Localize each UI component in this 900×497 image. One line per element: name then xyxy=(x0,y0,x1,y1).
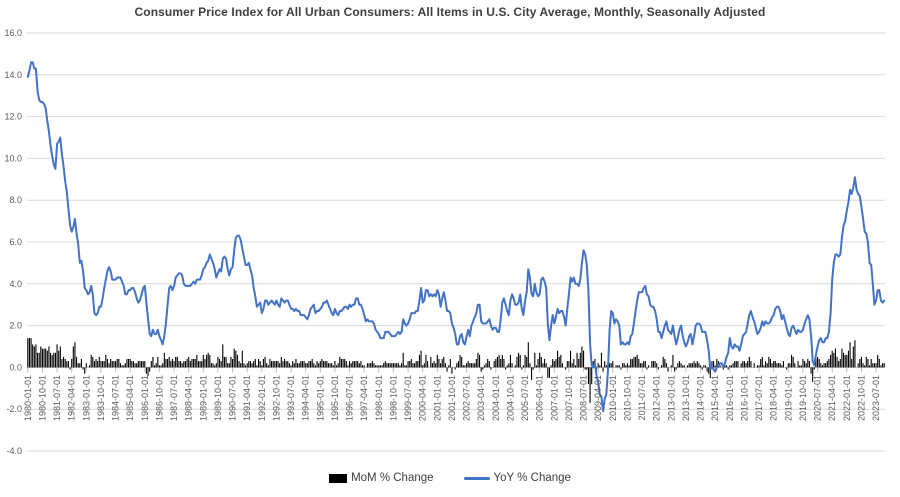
svg-text:2004-10-01: 2004-10-01 xyxy=(505,375,515,421)
svg-text:1995-01-01: 1995-01-01 xyxy=(315,375,325,421)
svg-text:6.0: 6.0 xyxy=(9,237,22,247)
svg-text:2019-10-01: 2019-10-01 xyxy=(798,375,808,421)
svg-text:14.0: 14.0 xyxy=(4,70,22,80)
svg-text:2022-01-01: 2022-01-01 xyxy=(842,375,852,421)
svg-text:1985-04-01: 1985-04-01 xyxy=(125,375,135,421)
svg-text:1995-10-01: 1995-10-01 xyxy=(330,375,340,421)
svg-text:2006-04-01: 2006-04-01 xyxy=(535,375,545,421)
svg-text:2021-04-01: 2021-04-01 xyxy=(827,375,837,421)
svg-text:1999-07-01: 1999-07-01 xyxy=(403,375,413,421)
svg-text:2023-07-01: 2023-07-01 xyxy=(871,375,881,421)
mom-bar-swatch-icon xyxy=(329,473,348,483)
svg-text:16.0: 16.0 xyxy=(4,28,22,38)
svg-text:1996-07-01: 1996-07-01 xyxy=(345,375,355,421)
svg-text:1986-01-01: 1986-01-01 xyxy=(140,375,150,421)
svg-text:2018-04-01: 2018-04-01 xyxy=(769,375,779,421)
legend-item-mom: MoM % Change xyxy=(329,472,434,484)
svg-text:2016-10-01: 2016-10-01 xyxy=(739,375,749,421)
svg-text:2001-10-01: 2001-10-01 xyxy=(447,375,457,421)
legend: MoM % Change YoY % Change xyxy=(0,472,900,484)
svg-text:2020-07-01: 2020-07-01 xyxy=(813,375,823,421)
svg-text:2003-04-01: 2003-04-01 xyxy=(476,375,486,421)
svg-text:2.0: 2.0 xyxy=(9,321,22,331)
svg-text:2000-04-01: 2000-04-01 xyxy=(418,375,428,421)
svg-text:2017-07-01: 2017-07-01 xyxy=(754,375,764,421)
svg-text:2010-01-01: 2010-01-01 xyxy=(608,375,618,421)
gridlines xyxy=(27,32,885,452)
svg-text:-2.0: -2.0 xyxy=(6,404,22,414)
plot-area: 16.014.012.010.08.06.04.02.00.0-2.0-4.01… xyxy=(4,28,886,456)
svg-text:2007-01-01: 2007-01-01 xyxy=(549,375,559,421)
mom-bars xyxy=(27,338,885,403)
svg-text:8.0: 8.0 xyxy=(9,195,22,205)
legend-item-yoy: YoY % Change xyxy=(463,472,571,484)
svg-text:1987-07-01: 1987-07-01 xyxy=(169,375,179,421)
svg-text:2004-01-01: 2004-01-01 xyxy=(491,375,501,421)
svg-text:1989-10-01: 1989-10-01 xyxy=(213,375,223,421)
svg-text:2014-07-01: 2014-07-01 xyxy=(696,375,706,421)
svg-text:1997-04-01: 1997-04-01 xyxy=(359,375,369,421)
svg-text:2012-04-01: 2012-04-01 xyxy=(652,375,662,421)
svg-text:2022-10-01: 2022-10-01 xyxy=(856,375,866,421)
yoy-line xyxy=(26,61,886,413)
svg-text:1998-01-01: 1998-01-01 xyxy=(374,375,384,421)
svg-text:1992-01-01: 1992-01-01 xyxy=(257,375,267,421)
svg-text:1981-07-01: 1981-07-01 xyxy=(52,375,62,421)
svg-text:1988-04-01: 1988-04-01 xyxy=(184,375,194,421)
svg-text:1983-10-01: 1983-10-01 xyxy=(96,375,106,421)
svg-text:-4.0: -4.0 xyxy=(6,446,22,456)
svg-text:1991-04-01: 1991-04-01 xyxy=(242,375,252,421)
svg-text:2015-04-01: 2015-04-01 xyxy=(710,375,720,421)
svg-text:1990-07-01: 1990-07-01 xyxy=(228,375,238,421)
svg-text:1992-10-01: 1992-10-01 xyxy=(271,375,281,421)
svg-text:1984-07-01: 1984-07-01 xyxy=(111,375,121,421)
svg-text:1983-01-01: 1983-01-01 xyxy=(81,375,91,421)
svg-text:2013-10-01: 2013-10-01 xyxy=(681,375,691,421)
svg-text:2010-10-01: 2010-10-01 xyxy=(622,375,632,421)
svg-text:2013-01-01: 2013-01-01 xyxy=(666,375,676,421)
chart-title: Consumer Price Index for All Urban Consu… xyxy=(134,5,766,19)
svg-text:12.0: 12.0 xyxy=(4,112,22,122)
svg-text:1993-07-01: 1993-07-01 xyxy=(286,375,296,421)
svg-text:1989-01-01: 1989-01-01 xyxy=(198,375,208,421)
svg-text:0.0: 0.0 xyxy=(9,362,22,372)
legend-label-mom: MoM % Change xyxy=(351,472,434,484)
svg-text:2019-01-01: 2019-01-01 xyxy=(783,375,793,421)
svg-text:1982-04-01: 1982-04-01 xyxy=(67,375,77,421)
svg-text:2009-04-01: 2009-04-01 xyxy=(593,375,603,421)
legend-label-yoy: YoY % Change xyxy=(493,472,571,484)
svg-text:1986-10-01: 1986-10-01 xyxy=(154,375,164,421)
svg-text:4.0: 4.0 xyxy=(9,279,22,289)
svg-text:1980-01-01: 1980-01-01 xyxy=(23,375,33,421)
svg-text:10.0: 10.0 xyxy=(4,153,22,163)
svg-text:2011-07-01: 2011-07-01 xyxy=(637,375,647,420)
y-axis-labels: 16.0 14.0 12.0 10.0 8.0 6.0 4.0 2.0 0.0 -2.0 -4.0 xyxy=(4,28,22,456)
svg-text:1998-10-01: 1998-10-01 xyxy=(388,375,398,421)
svg-text:2002-07-01: 2002-07-01 xyxy=(462,375,472,421)
x-axis-labels: 1980-01-01 1980-10-01 1981-07-01 1982-04-01… xyxy=(23,375,881,421)
svg-text:1980-10-01: 1980-10-01 xyxy=(37,375,47,421)
svg-text:2016-01-01: 2016-01-01 xyxy=(725,375,735,421)
svg-text:2007-10-01: 2007-10-01 xyxy=(564,375,574,421)
svg-text:2001-01-01: 2001-01-01 xyxy=(432,375,442,421)
svg-text:2008-07-01: 2008-07-01 xyxy=(579,375,589,421)
svg-text:1994-04-01: 1994-04-01 xyxy=(301,375,311,421)
svg-text:2005-07-01: 2005-07-01 xyxy=(520,375,530,421)
yoy-line-swatch-icon xyxy=(463,476,490,480)
